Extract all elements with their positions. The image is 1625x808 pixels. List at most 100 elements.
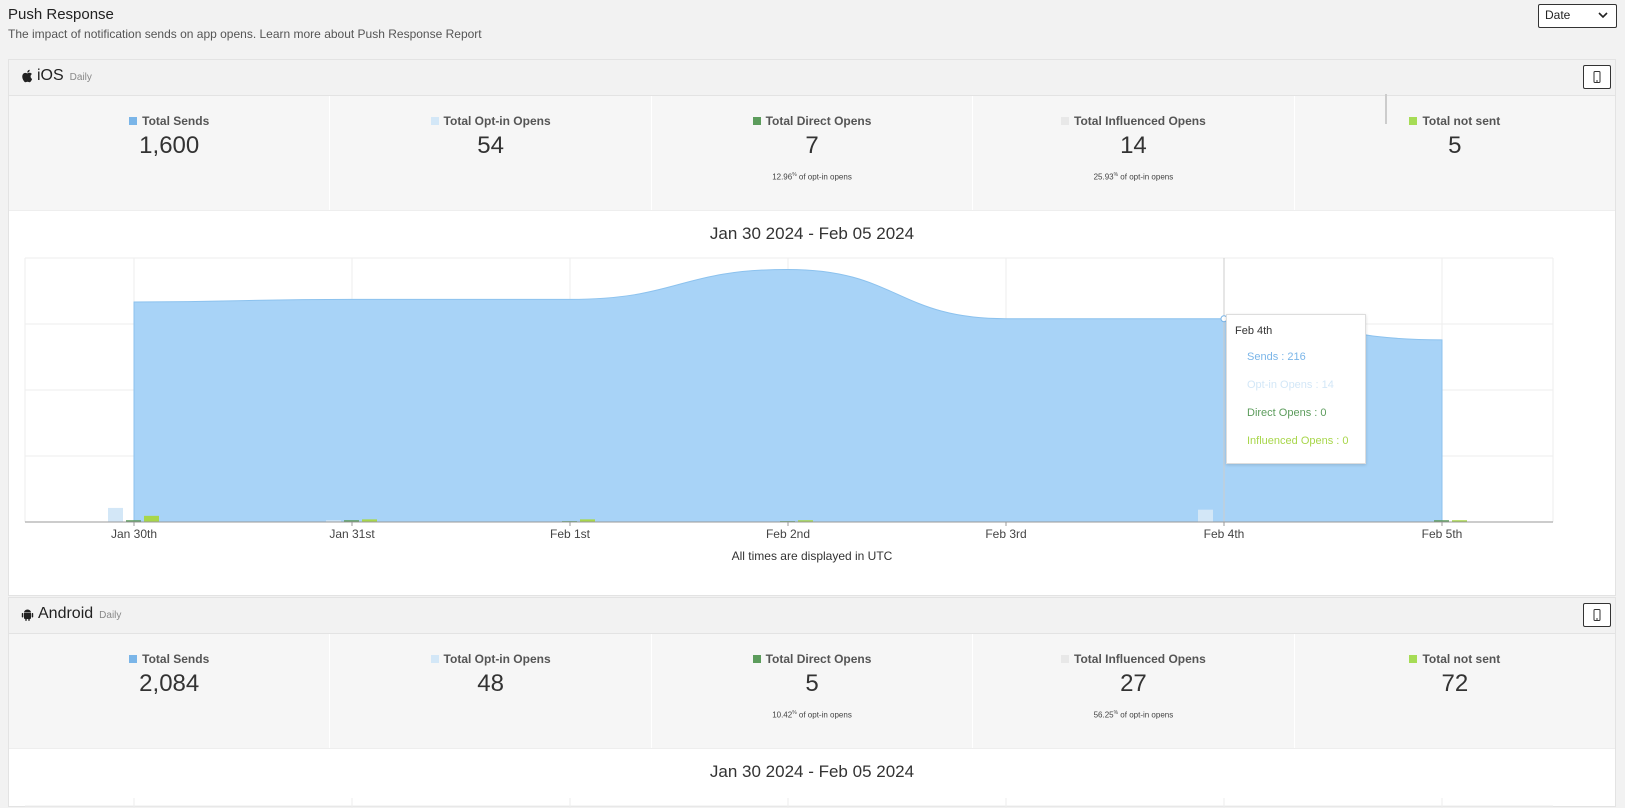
stat-percent: 25.93 [1093, 172, 1114, 182]
page-subtitle[interactable]: The impact of notification sends on app … [8, 27, 482, 41]
x-tick-label: Feb 3rd [985, 527, 1026, 541]
stat-label: Total Sends [142, 652, 210, 666]
ios-chart: Jan 30th Jan 31st Feb 1st Feb 2nd Feb 3rd Feb… [9, 244, 1615, 549]
stat-label: Total Direct Opens [765, 652, 872, 666]
notsent-swatch [1409, 117, 1418, 125]
date-select-label: Date [1545, 8, 1571, 22]
android-platform-name: Android [38, 605, 94, 622]
chevron-down-icon [1598, 12, 1608, 19]
x-tick-label: Feb 1st [550, 527, 591, 541]
percent-sign: % [792, 710, 797, 716]
ios-platform-name: iOS [37, 67, 64, 84]
influenced-swatch [1061, 655, 1070, 663]
percent-sign: % [792, 172, 797, 178]
ios-header: iOS Daily [9, 60, 1615, 96]
optin-bar-feb-4th [1198, 509, 1213, 522]
tooltip-title: Feb 4th [1235, 325, 1273, 337]
influenced-bar-jan-30th [144, 515, 159, 522]
stat-value: 2,084 [139, 670, 200, 697]
android-chart-title: Jan 30 2024 - Feb 05 2024 [709, 762, 915, 781]
ios-section: iOS Daily Total Sends 1,600 Total Opt-in… [8, 59, 1616, 596]
mobile-phone-icon [1593, 609, 1601, 621]
stat-label: Total Opt-in Opens [443, 114, 551, 128]
stat-percent: 56.25 [1093, 710, 1114, 720]
influenced-bar-feb-5th [1452, 520, 1467, 522]
x-tick-label: Jan 30th [111, 527, 157, 541]
tooltip-direct: Direct Opens : 0 [1247, 407, 1327, 419]
stat-subtext: 25.93% of opt-in opens [973, 172, 1293, 182]
influenced-swatch [1061, 117, 1070, 125]
ios-stats: Total Sends 1,600 Total Opt-in Opens 54 … [9, 96, 1615, 211]
influenced-bar-feb-1st [580, 519, 595, 522]
direct-swatch [752, 655, 761, 663]
tooltip-influenced: Influenced Opens : 0 [1247, 435, 1349, 447]
optin-bar-jan-30th [108, 507, 123, 522]
ios-stat-sends: Total Sends 1,600 [9, 96, 331, 210]
x-tick-label: Feb 2nd [766, 527, 810, 541]
mobile-phone-icon [1593, 71, 1601, 83]
stat-value: 48 [477, 670, 504, 697]
stat-percent: 12.96 [772, 172, 793, 182]
stat-value: 54 [477, 132, 504, 159]
android-header: Android Daily [9, 598, 1615, 634]
stat-label: Total not sent [1422, 652, 1501, 666]
stat-label: Total not sent [1422, 114, 1501, 128]
stat-subtext: 56.25% of opt-in opens [973, 710, 1293, 720]
stat-value: 14 [1120, 132, 1147, 159]
android-chart-grid [25, 798, 1553, 808]
ios-frequency: Daily [69, 72, 92, 83]
stat-value: 5 [1448, 132, 1462, 159]
stat-subtext: 12.96% of opt-in opens [652, 172, 972, 182]
ios-stat-optin: Total Opt-in Opens 54 [330, 96, 652, 210]
ios-chart-title: Jan 30 2024 - Feb 05 2024 [709, 224, 915, 243]
optin-bar-jan-31st [326, 520, 341, 522]
stat-value: 27 [1120, 670, 1147, 697]
stat-value: 7 [805, 132, 819, 159]
stat-label: Total Influenced Opens [1074, 114, 1206, 128]
sends-swatch [129, 655, 138, 663]
tooltip-sends: Sends : 216 [1247, 351, 1306, 363]
android-stat-influenced: Total Influenced Opens 27 56.25% of opt-… [973, 634, 1295, 748]
stat-label: Total Opt-in Opens [443, 652, 551, 666]
x-tick-label: Jan 31st [329, 527, 375, 541]
android-section: Android Daily Total Sends 2,084 Total Op… [8, 597, 1616, 808]
ios-device-button[interactable] [1583, 65, 1611, 89]
stat-value: 72 [1441, 670, 1469, 697]
android-icon [21, 609, 34, 621]
stat-subtext: 10.42% of opt-in opens [652, 710, 972, 720]
stat-subtext-label: of opt-in opens [1118, 710, 1174, 720]
direct-bar-jan-30th [126, 520, 141, 522]
ios-chart-svg[interactable]: Jan 30th Jan 31st Feb 1st Feb 2nd Feb 3rd Feb… [9, 244, 1615, 544]
stat-subtext-label: of opt-in opens [1118, 172, 1174, 182]
stat-label: Total Sends [142, 114, 210, 128]
scroll-indicator[interactable] [1385, 94, 1387, 124]
optin-swatch [430, 117, 439, 125]
stat-label: Total Influenced Opens [1074, 652, 1206, 666]
direct-swatch [752, 117, 761, 125]
percent-sign: % [1113, 172, 1119, 178]
page-title: Push Response [8, 6, 114, 23]
notsent-swatch [1409, 655, 1418, 663]
android-stat-sends: Total Sends 2,084 [9, 634, 331, 748]
stat-value: 5 [805, 670, 819, 697]
direct-bar-feb-5th [1434, 520, 1449, 522]
direct-bar-jan-31st [344, 520, 359, 522]
stat-value: 1,600 [139, 132, 200, 159]
apple-icon [22, 69, 33, 83]
stat-percent: 10.42 [772, 710, 793, 720]
date-select[interactable]: Date [1538, 4, 1617, 28]
x-tick-label: Feb 4th [1204, 527, 1245, 541]
stat-label: Total Direct Opens [765, 114, 872, 128]
stat-subtext-label: of opt-in opens [796, 172, 852, 182]
ios-stat-direct: Total Direct Opens 7 12.96% of opt-in op… [652, 96, 974, 210]
sends-swatch [129, 117, 138, 125]
android-stats: Total Sends 2,084 Total Opt-in Opens 48 … [9, 634, 1615, 749]
ios-stat-influenced: Total Influenced Opens 14 25.93% of opt-… [973, 96, 1295, 210]
android-device-button[interactable] [1583, 603, 1611, 627]
android-stat-optin: Total Opt-in Opens 48 [330, 634, 652, 748]
tooltip-optin: Opt-in Opens : 14 [1247, 379, 1334, 391]
influenced-bar-jan-31st [362, 519, 377, 522]
android-stat-notsent: Total not sent 72 [1295, 634, 1615, 748]
percent-sign: % [1113, 710, 1119, 716]
influenced-bar-feb-2nd [798, 520, 813, 522]
